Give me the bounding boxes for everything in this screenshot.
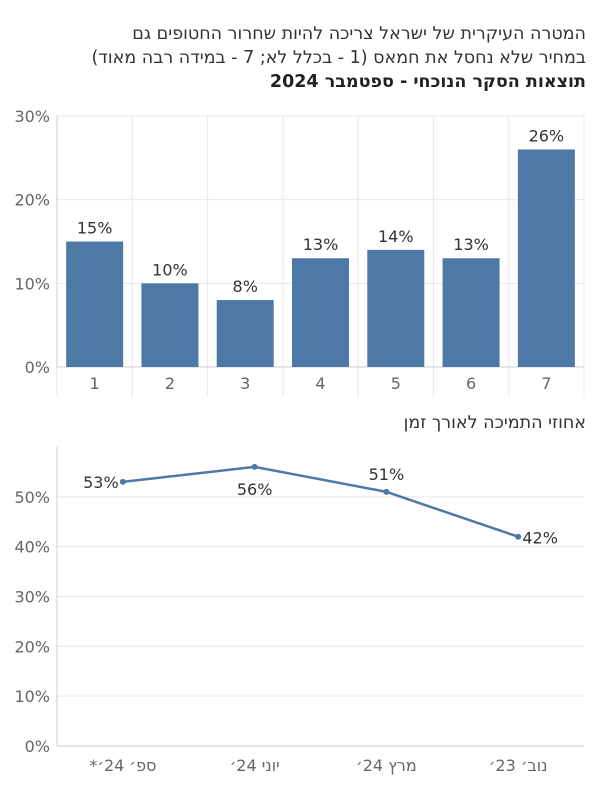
line-data-label: 56% (237, 480, 273, 499)
bar-x-tick-label: 1 (90, 374, 100, 393)
bar (517, 149, 575, 367)
line-chart-title: אחוזי התמיכה לאורך זמן (403, 413, 586, 433)
bar-y-tick-label: 0% (25, 358, 50, 377)
chart-title-block: המטרה העיקרית של ישראל צריכה להיות שחרור… (10, 22, 586, 94)
line-point (119, 478, 126, 485)
bar-data-label: 10% (152, 260, 188, 279)
line-y-tick-label: 20% (14, 637, 50, 656)
line-y-tick-label: 40% (14, 538, 50, 557)
line-x-tick-label: ספ׳ 24׳* (89, 756, 156, 775)
bar-x-tick-label: 6 (466, 374, 476, 393)
bar (141, 283, 199, 367)
bar-chart: 0% 10% 20% 30% 15% 1 10% 2 8% 3 13% 4 14% 5 13% 6 26% 7 (14, 107, 585, 397)
chart-subtitle: תוצאות הסקר הנוכחי - ספטמבר 2024 (269, 72, 586, 92)
bar (216, 300, 274, 367)
bar-data-label: 13% (453, 235, 489, 254)
line-point (383, 488, 390, 495)
bar (292, 258, 349, 367)
line-data-label: 51% (369, 465, 405, 484)
bar-x-tick-label: 5 (391, 374, 401, 393)
bar-x-tick-label: 3 (240, 374, 250, 393)
bar (367, 249, 425, 367)
bar-data-label: 8% (233, 277, 258, 296)
line-point (251, 463, 258, 470)
bar-y-tick-label: 10% (14, 274, 50, 293)
bar-x-tick-label: 7 (541, 374, 551, 393)
bar-data-label: 15% (77, 219, 113, 238)
line-y-tick-label: 30% (14, 588, 50, 607)
line-x-tick-label: נוב׳ 23׳ (489, 756, 548, 775)
bar (442, 258, 500, 367)
line-chart: 0% 10% 20% 30% 40% 50% 53% ספ׳ 24׳* 56% יוני 24׳ 5… (14, 447, 584, 775)
line-x-tick-label: יוני 24׳ (230, 756, 280, 775)
chart-title-line-1: המטרה העיקרית של ישראל צריכה להיות שחרור… (132, 24, 586, 44)
bar-data-label: 14% (378, 227, 414, 246)
bar-data-label: 26% (529, 126, 565, 145)
line-y-tick-label: 0% (25, 737, 50, 756)
line-x-tick-label: מרץ 24׳ (356, 756, 417, 775)
bar-data-label: 13% (303, 235, 339, 254)
bar-y-tick-label: 30% (14, 107, 50, 126)
line-data-label: 42% (522, 529, 558, 548)
bar-x-tick-label: 4 (315, 374, 325, 393)
chart-title-line-2: במחיר שלא נחסל את חמאס (1 - בכלל לא; 7 -… (91, 48, 586, 68)
bar-y-tick-label: 20% (14, 191, 50, 210)
line-series (122, 465, 519, 538)
line-point (515, 533, 522, 540)
bar-x-tick-label: 2 (165, 374, 175, 393)
line-data-label: 53% (83, 473, 119, 492)
line-y-tick-label: 50% (14, 488, 50, 507)
line-y-tick-label: 10% (14, 687, 50, 706)
bar (66, 241, 124, 367)
